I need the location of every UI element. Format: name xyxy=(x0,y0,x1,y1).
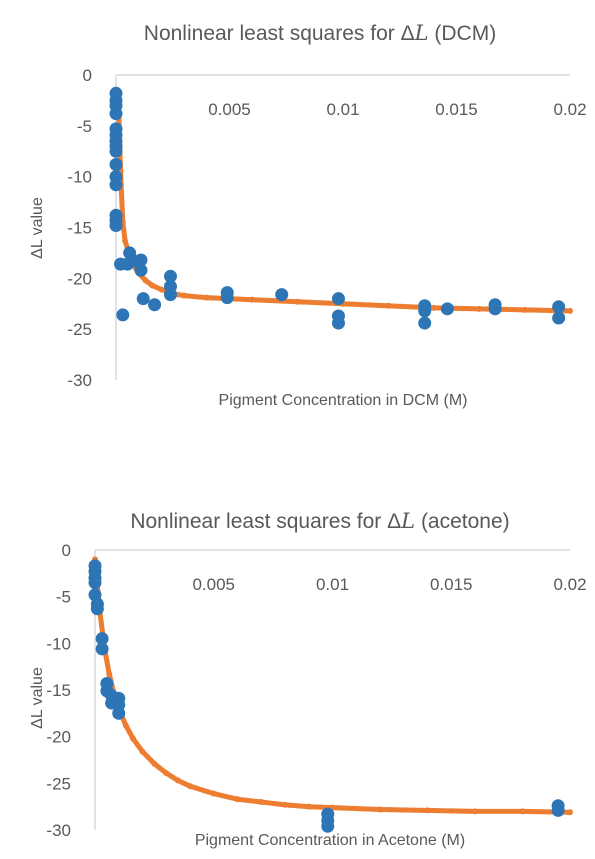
x-tick-label: 0.01 xyxy=(326,100,359,119)
data-point xyxy=(418,304,432,318)
chart-title: Nonlinear least squares for ΔL (DCM) xyxy=(144,21,496,45)
y-tick-label: -10 xyxy=(46,634,71,653)
fit-point xyxy=(567,809,573,816)
data-point xyxy=(109,144,123,158)
y-axis-label: ΔL value xyxy=(29,667,46,729)
data-point xyxy=(552,311,566,325)
chart-title: Nonlinear least squares for ΔL (acetone) xyxy=(130,509,509,533)
data-point xyxy=(275,288,289,302)
data-point xyxy=(331,316,345,330)
dcm-chart: Nonlinear least squares for ΔL (DCM) ΔL … xyxy=(0,0,595,420)
y-tick-label: -5 xyxy=(77,117,92,136)
data-point xyxy=(95,632,109,646)
y-tick-label: -15 xyxy=(46,681,71,700)
data-point xyxy=(109,107,123,121)
y-tick-label: -5 xyxy=(56,588,71,607)
fit-point xyxy=(567,307,573,314)
data-point xyxy=(134,263,148,277)
plot-area: 0 -5 -10 -15 -20 -25 -30 0.005 0.01 0.015 0.02 xyxy=(67,66,586,390)
x-tick-label: 0.005 xyxy=(208,100,251,119)
x-axis-label: Pigment Concentration in DCM (M) xyxy=(219,392,468,409)
x-tick-label: 0.015 xyxy=(435,100,478,119)
dcm-chart-svg: Nonlinear least squares for ΔL (DCM) ΔL … xyxy=(29,21,587,409)
data-point xyxy=(488,302,502,316)
data-point xyxy=(321,819,335,833)
data-point xyxy=(148,298,162,312)
data-point xyxy=(109,178,123,192)
data-point xyxy=(331,292,345,306)
data-point xyxy=(112,706,126,720)
data-point xyxy=(220,291,234,305)
data-point xyxy=(163,269,177,283)
data-point xyxy=(116,308,130,322)
data-point xyxy=(163,288,177,302)
y-tick-label: -25 xyxy=(67,320,92,339)
y-tick-label: 0 xyxy=(62,541,71,560)
y-tick-label: -20 xyxy=(67,269,92,288)
acetone-chart: Nonlinear least squares for ΔL (acetone)… xyxy=(0,470,595,859)
data-point xyxy=(418,316,432,330)
x-tick-label: 0.01 xyxy=(316,575,349,594)
fit-curve xyxy=(92,556,573,816)
data-point xyxy=(440,302,454,316)
acetone-chart-svg: Nonlinear least squares for ΔL (acetone)… xyxy=(29,509,587,849)
y-axis-label: ΔL value xyxy=(29,197,46,259)
y-tick-label: -20 xyxy=(46,728,71,747)
data-point xyxy=(551,803,565,817)
data-point xyxy=(109,157,123,171)
data-point xyxy=(95,642,109,656)
y-tick-label: -10 xyxy=(67,168,92,187)
y-tick-label: -30 xyxy=(67,371,92,390)
x-axis-label: Pigment Concentration in Acetone (M) xyxy=(195,832,465,849)
y-tick-label: -30 xyxy=(46,821,71,840)
data-point xyxy=(88,576,102,590)
x-tick-label: 0.015 xyxy=(430,575,473,594)
x-tick-label: 0.005 xyxy=(192,575,235,594)
data-point xyxy=(136,292,150,306)
data-point xyxy=(109,218,123,232)
y-tick-label: -25 xyxy=(46,774,71,793)
x-tick-label: 0.02 xyxy=(553,575,586,594)
fit-curve xyxy=(115,92,573,314)
data-point xyxy=(552,300,566,314)
y-tick-label: 0 xyxy=(83,66,92,85)
plot-area: 0 -5 -10 -15 -20 -25 -30 0.005 0.01 0.015 0.02 xyxy=(46,541,586,840)
x-tick-label: 0.02 xyxy=(553,100,586,119)
data-point xyxy=(134,253,148,267)
y-tick-label: -15 xyxy=(67,219,92,238)
data-point xyxy=(90,602,104,616)
